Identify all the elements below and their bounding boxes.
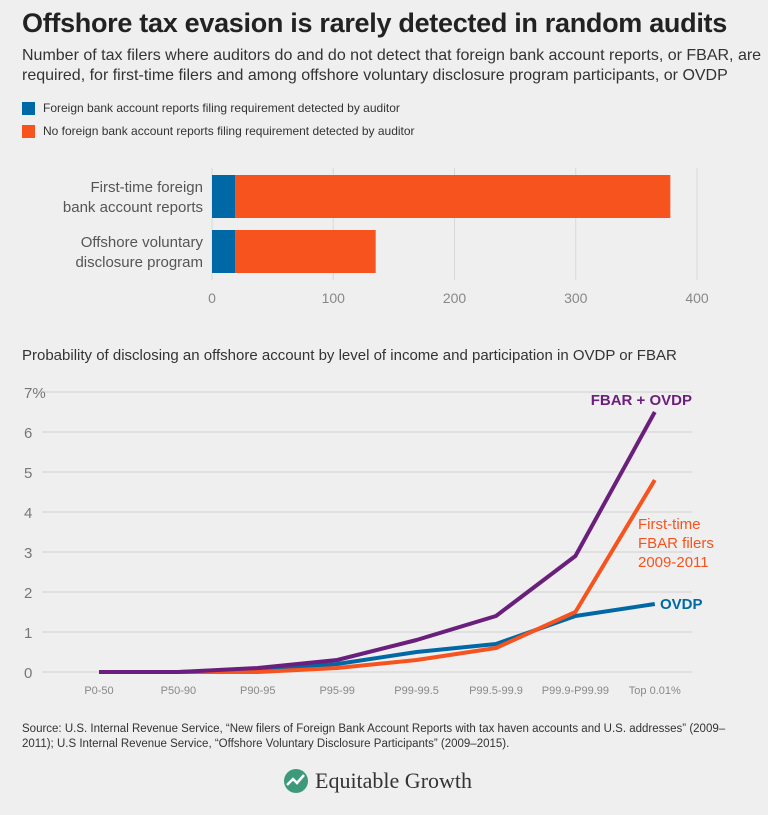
series-label: 2009-2011 <box>638 554 709 571</box>
x-tick-label: P0-50 <box>84 685 113 697</box>
series-label: OVDP <box>660 596 703 613</box>
logo-icon <box>284 769 308 793</box>
subtitle: Number of tax filers where auditors do a… <box>22 47 762 84</box>
bar-segment <box>235 230 376 273</box>
legend-label: No foreign bank account reports filing r… <box>43 124 415 138</box>
legend-item-detected: Foreign bank account reports filing requ… <box>22 101 400 115</box>
x-tick-label: 200 <box>443 290 467 306</box>
y-tick-label: 5 <box>24 465 32 482</box>
category-label: First-time foreign <box>90 179 203 196</box>
x-tick-label: 100 <box>322 290 346 306</box>
y-tick-label: 7% <box>24 385 46 402</box>
line-chart-title: Probability of disclosing an offshore ac… <box>22 347 677 364</box>
logo: Equitable Growth <box>283 768 472 794</box>
y-tick-label: 1 <box>24 625 32 642</box>
bar-segment <box>212 175 236 218</box>
legend-label: Foreign bank account reports filing requ… <box>43 101 400 115</box>
legend-swatch <box>22 124 35 138</box>
y-tick-label: 3 <box>24 545 32 562</box>
series-label: FBAR filers <box>638 535 714 552</box>
x-tick-label: 300 <box>564 290 588 306</box>
category-label: bank account reports <box>63 199 203 216</box>
series-label: FBAR + OVDP <box>591 392 692 409</box>
line-chart: 0 1 2 3 4 5 6 7% P0-50 P50-90 P90-95 P95-99 P99-99.5… <box>24 385 714 697</box>
series-label: First-time <box>638 516 701 533</box>
legend-swatch <box>22 101 35 115</box>
y-tick-label: 2 <box>24 585 32 602</box>
x-tick-label: 0 <box>208 290 216 306</box>
x-tick-label: P95-99 <box>319 685 354 697</box>
x-tick-label: P50-90 <box>161 685 196 697</box>
y-tick-label: 0 <box>24 665 32 682</box>
x-tick-label: P90-95 <box>240 685 275 697</box>
y-tick-label: 6 <box>24 425 32 442</box>
y-tick-label: 4 <box>24 505 32 522</box>
x-tick-label: P99-99.5 <box>394 685 439 697</box>
category-label: Offshore voluntary <box>81 234 204 251</box>
x-tick-label: P99.5-99.9 <box>469 685 523 697</box>
bar-chart: 0 100 200 300 400 First-time foreign bank acco… <box>63 168 709 306</box>
category-label: disclosure program <box>75 254 203 271</box>
x-tick-label: Top 0.01% <box>629 685 681 697</box>
x-tick-label: 400 <box>685 290 709 306</box>
series-line <box>99 411 657 674</box>
logo-text: Equitable Growth <box>315 768 473 793</box>
legend-item-not-detected: No foreign bank account reports filing r… <box>22 124 415 138</box>
bar-segment <box>235 175 671 218</box>
page-title: Offshore tax evasion is rarely detected … <box>22 8 727 38</box>
source-note: Source: U.S. Internal Revenue Service, “… <box>22 723 726 750</box>
series-line <box>99 478 657 674</box>
bar-segment <box>212 230 236 273</box>
x-tick-label: P99.9-P99.99 <box>542 685 609 697</box>
